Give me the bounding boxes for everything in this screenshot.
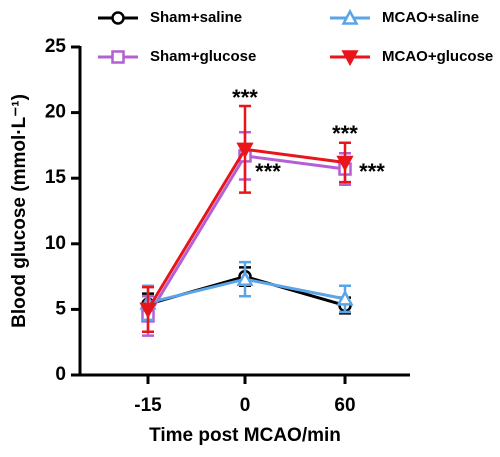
x-axis-title: Time post MCAO/min [149, 425, 341, 446]
legend-marker [111, 11, 125, 25]
x-tick-label: -15 [134, 395, 162, 416]
legend-label: Sham+saline [150, 9, 242, 26]
y-tick-label: 25 [45, 36, 67, 57]
data-point [139, 302, 157, 319]
legend-marker [341, 8, 359, 25]
y-tick-label: 5 [55, 298, 66, 319]
y-tick-label: 10 [45, 233, 66, 254]
x-tick-label: 60 [334, 395, 355, 416]
y-tick-label: 0 [55, 364, 66, 385]
legend-label: MCAO+glucose [382, 48, 493, 65]
y-axis-title: Blood glucose (mmol·L⁻¹) [9, 94, 30, 328]
significance-label: *** [232, 85, 258, 110]
data-point [236, 270, 254, 286]
data-point [236, 142, 254, 159]
significance-label: *** [332, 121, 358, 146]
legend-marker [341, 50, 359, 67]
significance-label: *** [359, 159, 385, 184]
data-point [336, 289, 354, 306]
y-tick-label: 20 [45, 102, 66, 123]
legend-marker [111, 50, 125, 64]
legend-label: MCAO+saline [382, 9, 479, 26]
data-point [336, 155, 354, 172]
x-tick-label: 0 [240, 395, 251, 416]
y-tick-label: 15 [45, 167, 67, 188]
significance-label: *** [255, 159, 281, 184]
legend-label: Sham+glucose [150, 48, 256, 65]
